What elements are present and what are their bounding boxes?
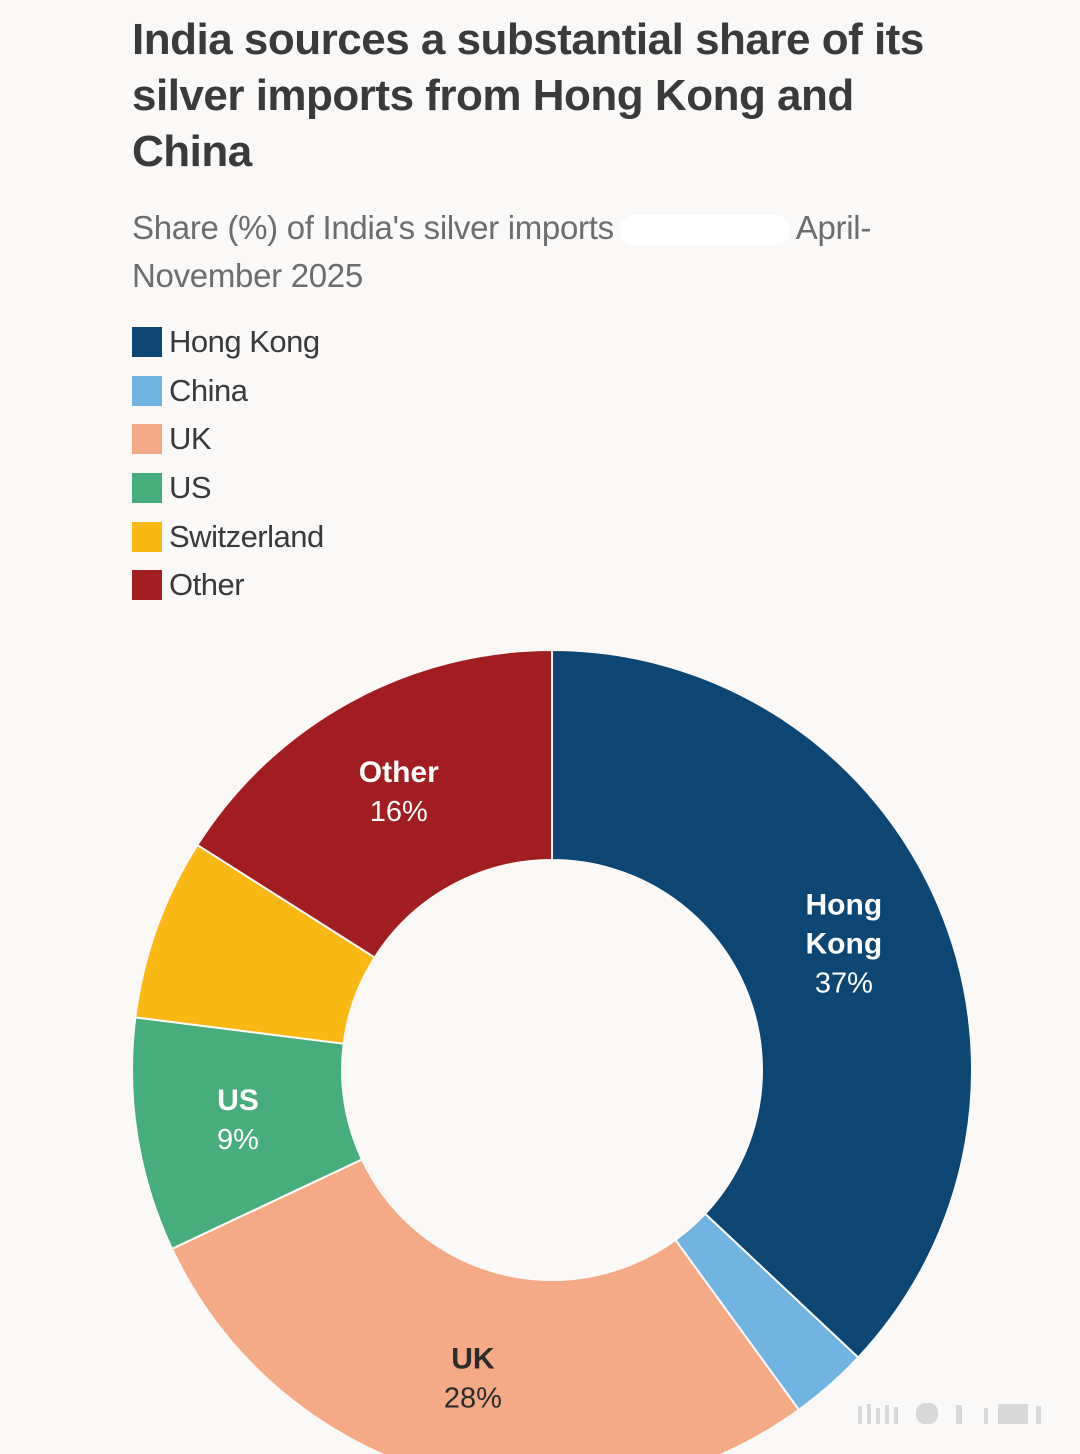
legend-swatch <box>132 521 162 552</box>
legend-swatch <box>132 570 162 601</box>
data-label-uk: UK 28% <box>444 1343 502 1415</box>
data-label-name: US <box>217 1084 259 1117</box>
legend-swatch <box>132 375 162 406</box>
redaction-mask <box>619 215 790 246</box>
legend-label: Other <box>169 567 245 603</box>
legend-item-hong-kong: Hong Kong <box>132 318 324 367</box>
data-label-us: US 9% <box>217 1084 259 1156</box>
data-label-value: 9% <box>217 1124 259 1156</box>
donut-slice-hong-kong <box>551 648 973 1359</box>
legend-item-china: China <box>132 367 324 416</box>
data-label-name: UK <box>451 1343 495 1376</box>
legend-label: China <box>169 372 248 408</box>
legend-label: UK <box>169 421 212 457</box>
data-label-name: Other <box>359 756 439 789</box>
data-label-value: 28% <box>444 1383 502 1415</box>
watermark-logo <box>858 1403 1041 1424</box>
data-label-value: 37% <box>815 968 873 1000</box>
data-label-hong-kong: Hong Kong 37% <box>806 889 883 1000</box>
legend-swatch <box>132 473 162 504</box>
legend-label: US <box>169 470 212 506</box>
data-label-value: 16% <box>370 796 428 828</box>
legend-item-switzerland: Switzerland <box>132 512 324 561</box>
legend-swatch <box>132 424 162 455</box>
legend-label: Switzerland <box>169 518 324 554</box>
data-label-name: Hong <box>806 889 883 922</box>
donut-slice-uk <box>170 1158 801 1454</box>
legend-item-other: Other <box>132 561 324 610</box>
subtitle-period: April-November 2025 <box>132 209 872 294</box>
data-label-name: Kong <box>806 928 883 961</box>
legend-item-us: US <box>132 464 324 513</box>
legend-label: Hong Kong <box>169 324 320 360</box>
chart-subtitle: Share (%) of India's silver imports April… <box>132 204 902 300</box>
subtitle-text: Share (%) of India's silver imports <box>132 209 614 246</box>
donut-slice-other <box>196 648 553 959</box>
chart-title: India sources a substantial share of its… <box>132 15 924 176</box>
data-label-other: Other 16% <box>359 756 439 828</box>
chart-legend: Hong Kong China UK US Switzerland Other <box>132 318 324 610</box>
legend-swatch <box>132 327 162 358</box>
legend-item-uk: UK <box>132 415 324 464</box>
